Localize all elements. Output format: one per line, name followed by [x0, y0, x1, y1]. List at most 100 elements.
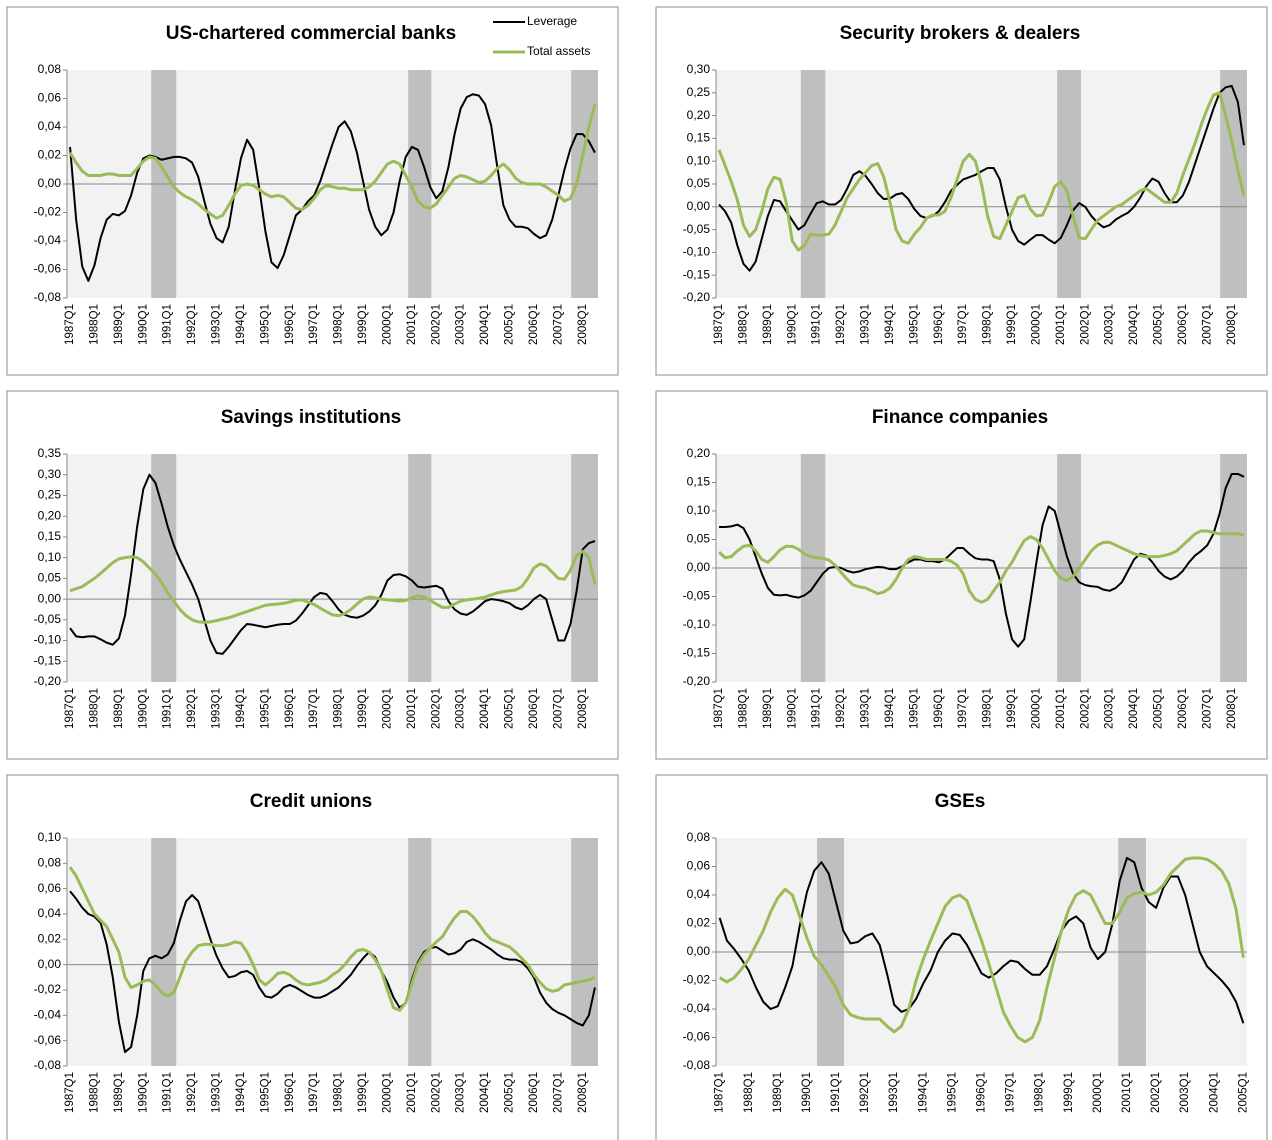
y-tick-label: -0,10 — [683, 617, 711, 631]
x-tick-label: 1998Q1 — [982, 304, 994, 345]
x-tick-label: 1996Q1 — [933, 304, 945, 345]
x-tick-label: 1993Q1 — [888, 1072, 900, 1113]
y-tick-label: 0,05 — [687, 176, 711, 190]
x-tick-label: 1995Q1 — [908, 304, 920, 345]
x-tick-label: 1996Q1 — [284, 688, 296, 729]
x-tick-label: 1989Q1 — [762, 304, 774, 345]
x-tick-label: 1990Q1 — [786, 688, 798, 729]
x-tick-label: 1992Q1 — [186, 304, 198, 345]
y-tick-label: 0,00 — [38, 591, 62, 605]
x-tick-label: 1997Q1 — [308, 688, 320, 729]
plot-area — [67, 838, 598, 1066]
y-tick-label: 0,20 — [38, 508, 62, 522]
y-tick-label: -0,04 — [34, 1008, 62, 1022]
x-tick-label: 2000Q1 — [1092, 1072, 1104, 1113]
y-tick-label: 0,02 — [38, 932, 62, 946]
y-tick-label: 0,20 — [687, 446, 711, 460]
y-tick-label: 0,05 — [687, 532, 711, 546]
x-tick-label: 1996Q1 — [284, 1072, 296, 1113]
x-tick-label: 1995Q1 — [908, 688, 920, 729]
y-tick-label: 0,00 — [687, 560, 711, 574]
x-tick-label: 2005Q1 — [1153, 304, 1165, 345]
series-line — [717, 91, 1246, 252]
y-tick-label: -0,15 — [683, 646, 711, 660]
x-tick-label: 1993Q1 — [211, 304, 223, 345]
x-tick-label: 1987Q1 — [64, 1072, 76, 1113]
x-tick-label: 2002Q1 — [430, 1072, 442, 1113]
x-tick-label: 1987Q1 — [64, 688, 76, 729]
x-tick-label: 2002Q1 — [430, 304, 442, 345]
chart-title: Finance companies — [872, 407, 1048, 428]
x-tick-label: 2001Q1 — [1055, 688, 1067, 729]
x-tick-label: 1987Q1 — [713, 688, 725, 729]
x-tick-label: 1992Q1 — [859, 1072, 871, 1113]
x-tick-label: 2002Q1 — [430, 688, 442, 729]
x-tick-label: 1991Q1 — [162, 688, 174, 729]
x-tick-label: 1999Q1 — [357, 688, 369, 729]
y-tick-label: -0,15 — [683, 267, 711, 281]
x-tick-label: 1990Q1 — [137, 304, 149, 345]
x-tick-label: 1990Q1 — [137, 1072, 149, 1113]
series-line — [718, 856, 1245, 1024]
y-tick-label: -0,08 — [34, 290, 62, 304]
x-tick-label: 1987Q1 — [713, 304, 725, 345]
x-tick-label: 1991Q1 — [162, 304, 174, 345]
y-tick-label: 0,20 — [687, 108, 711, 122]
x-tick-label: 2003Q1 — [455, 1072, 467, 1113]
x-tick-label: 2004Q1 — [479, 304, 491, 345]
shaded-period — [408, 838, 432, 1066]
y-tick-label: -0,06 — [683, 1030, 711, 1044]
x-tick-label: 1988Q1 — [737, 304, 749, 345]
series-line — [69, 549, 597, 624]
y-tick-label: -0,06 — [34, 1033, 62, 1047]
x-tick-label: 2005Q1 — [1153, 688, 1165, 729]
x-tick-label: 2001Q1 — [1055, 304, 1067, 345]
y-tick-label: -0,02 — [683, 973, 711, 987]
chart-title: Credit unions — [250, 791, 372, 812]
x-tick-label: 1994Q1 — [884, 688, 896, 729]
x-tick-label: 1997Q1 — [308, 304, 320, 345]
x-tick-label: 1992Q1 — [835, 688, 847, 729]
legend-label: Leverage — [527, 14, 577, 28]
series-line — [69, 890, 596, 1054]
chart-title: US-chartered commercial banks — [166, 23, 456, 44]
x-tick-label: 1995Q1 — [259, 1072, 271, 1113]
x-tick-label: 2005Q1 — [504, 688, 516, 729]
shaded-period — [571, 454, 598, 682]
y-tick-label: 0,08 — [38, 856, 62, 870]
x-tick-label: 1988Q1 — [88, 304, 100, 345]
x-tick-label: 1988Q1 — [88, 1072, 100, 1113]
y-tick-label: 0,10 — [687, 153, 711, 167]
shaded-period — [151, 454, 177, 682]
x-tick-label: 1993Q1 — [860, 688, 872, 729]
x-tick-label: 2000Q1 — [381, 304, 393, 345]
x-tick-label: 2008Q1 — [577, 688, 589, 729]
x-tick-label: 1992Q1 — [835, 304, 847, 345]
y-tick-label: -0,04 — [683, 1001, 711, 1015]
series-line — [68, 103, 597, 220]
y-tick-label: 0,25 — [38, 488, 62, 502]
x-tick-label: 2003Q1 — [1104, 688, 1116, 729]
y-tick-label: 0,30 — [687, 62, 711, 76]
y-tick-label: 0,10 — [38, 550, 62, 564]
y-tick-label: 0,00 — [38, 957, 62, 971]
y-tick-label: -0,08 — [34, 1058, 62, 1072]
y-tick-label: -0,02 — [34, 982, 62, 996]
x-tick-label: 1993Q1 — [860, 304, 872, 345]
x-tick-label: 1990Q1 — [786, 304, 798, 345]
x-tick-label: 2003Q1 — [455, 688, 467, 729]
x-tick-label: 2001Q1 — [1121, 1072, 1133, 1113]
y-tick-label: -0,05 — [683, 589, 711, 603]
series-line — [718, 529, 1245, 604]
y-tick-label: 0,15 — [687, 131, 711, 145]
x-tick-label: 1994Q1 — [235, 1072, 247, 1113]
y-tick-label: 0,04 — [38, 906, 62, 920]
x-tick-label: 2003Q1 — [1104, 304, 1116, 345]
x-tick-label: 2005Q1 — [504, 304, 516, 345]
x-tick-label: 1996Q1 — [284, 304, 296, 345]
y-tick-label: 0,04 — [38, 119, 62, 133]
y-tick-label: -0,15 — [34, 653, 62, 667]
y-tick-label: 0,15 — [687, 475, 711, 489]
x-tick-label: 1997Q1 — [308, 1072, 320, 1113]
